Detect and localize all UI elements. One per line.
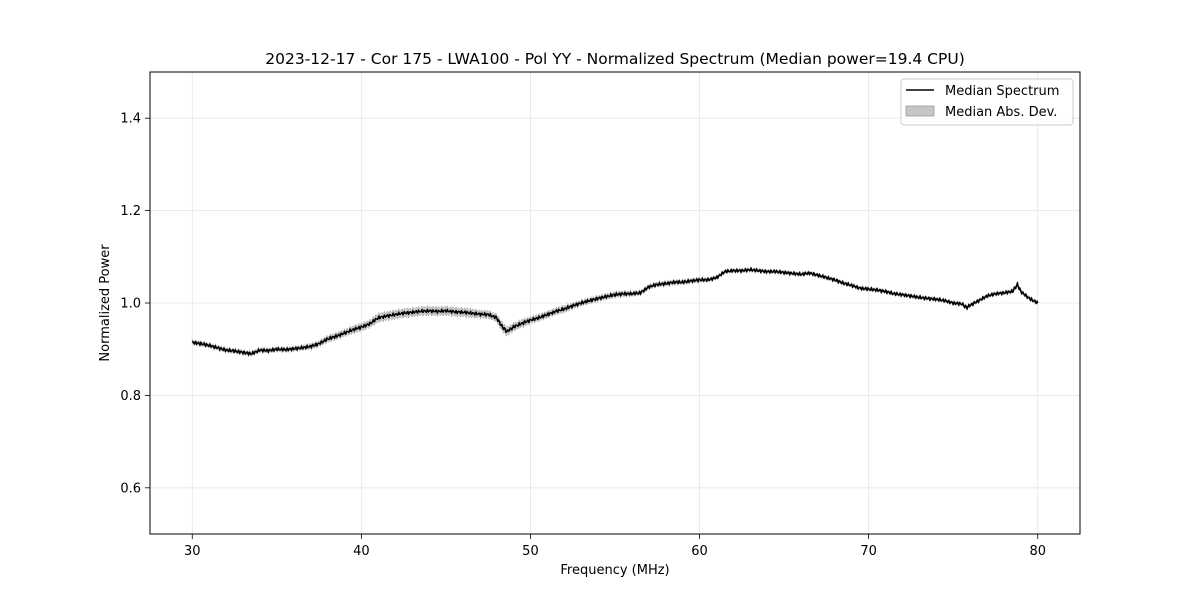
y-tick-label: 1.4 — [120, 112, 141, 127]
x-tick-label: 40 — [353, 544, 370, 559]
median-spectrum-line — [191, 267, 1039, 356]
y-axis-label: Normalized Power — [98, 244, 113, 362]
legend-box — [900, 78, 1074, 126]
x-tick-label: 30 — [184, 544, 201, 559]
y-tick-label: 1.0 — [120, 297, 141, 312]
x-tick-label: 50 — [522, 544, 539, 559]
y-tick-label: 0.8 — [120, 389, 141, 404]
chart-title: 2023-12-17 - Cor 175 - LWA100 - Pol YY -… — [265, 50, 965, 68]
median-abs-dev-band — [192, 265, 1038, 358]
x-tick-label: 70 — [860, 544, 877, 559]
x-tick-label: 60 — [691, 544, 708, 559]
y-tick-label: 0.6 — [120, 481, 141, 496]
legend-band-swatch — [905, 105, 935, 117]
x-axis-label: Frequency (MHz) — [560, 563, 669, 578]
y-tick-label: 1.2 — [120, 204, 141, 219]
legend-label-median-abs-dev: Median Abs. Dev. — [945, 105, 1057, 120]
legend: Median Spectrum Median Abs. Dev. — [900, 78, 1074, 126]
x-axis-ticks: 30 40 50 60 70 80 — [184, 534, 1046, 559]
x-tick-label: 80 — [1029, 544, 1046, 559]
legend-label-median-spectrum: Median Spectrum — [945, 84, 1059, 99]
y-axis-ticks: 0.6 0.8 1.0 1.2 1.4 — [120, 112, 150, 496]
